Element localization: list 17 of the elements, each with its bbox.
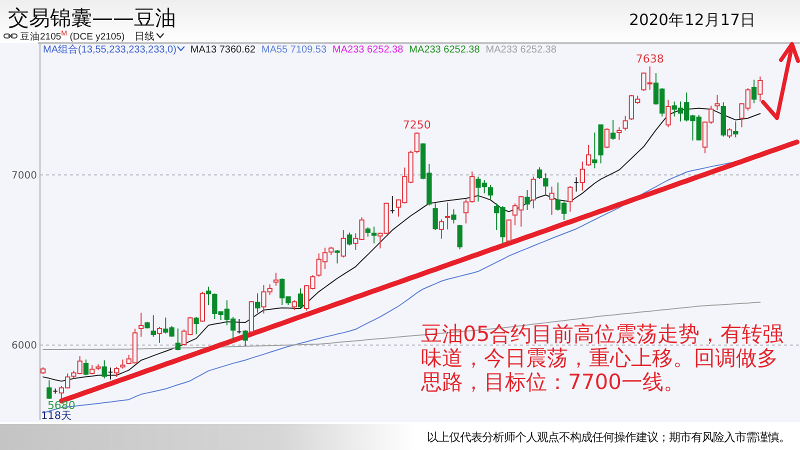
annotation: 豆油05合约目前高位震荡走势，有转强味道，今日震荡，重心上移。回调做多思路，目标位：7700一线。 bbox=[421, 322, 785, 394]
text: 以上仅代表分析师个人观点不构成任何操作建议；期市有风险入市需谨慎。 bbox=[427, 431, 790, 444]
text: MA13 7360.62 bbox=[190, 44, 256, 56]
text: 豆油2105$^{M}$ (DCE y2105) bbox=[20, 30, 125, 42]
annotation: MA233 6252.38 bbox=[409, 44, 480, 56]
text: MA55 7109.53 bbox=[261, 44, 327, 56]
text: 日线 bbox=[134, 30, 155, 42]
y-tick-label: 6000 bbox=[12, 340, 37, 352]
chart-title: 交易锦囊——豆油 bbox=[8, 6, 176, 30]
y-tick-label: 7000 bbox=[12, 170, 37, 182]
annotation: 7250 bbox=[402, 118, 431, 132]
annotation: MA组合(13,55,233,233,233,0) bbox=[43, 44, 176, 56]
annotation: 118天 bbox=[41, 410, 72, 422]
annotation: MA233 6252.38 bbox=[332, 44, 404, 56]
text: MA233 6252.38 bbox=[486, 44, 557, 56]
annotation: 7638 bbox=[636, 52, 664, 66]
chart-subtitle: 2020年12月17日 bbox=[629, 11, 756, 29]
